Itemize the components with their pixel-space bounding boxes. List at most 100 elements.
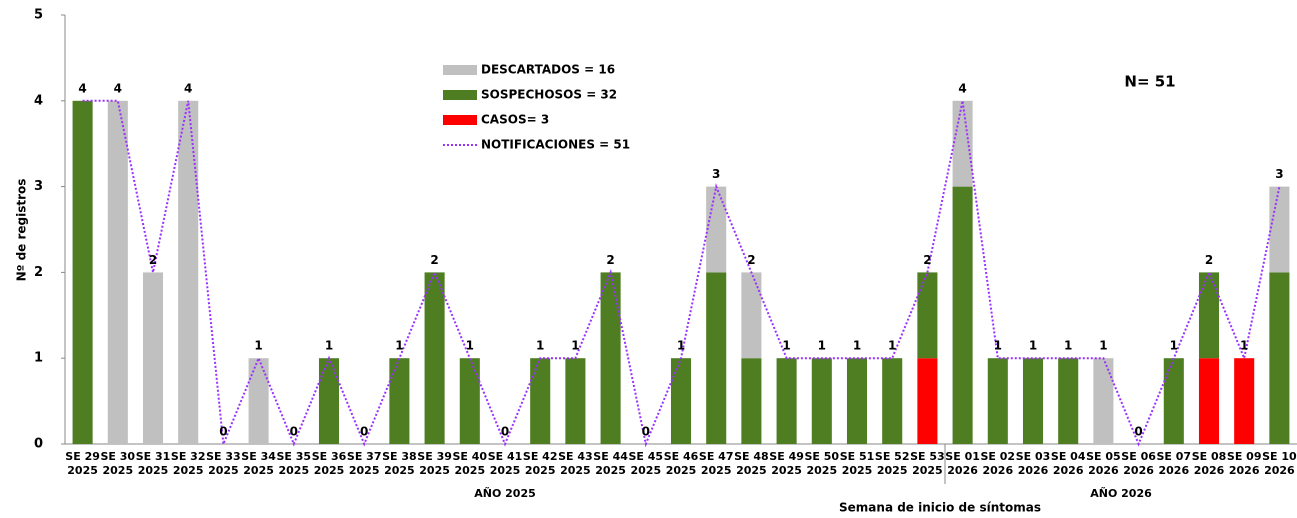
data-label: 4 <box>184 81 192 95</box>
x-tick-label: SE 31 <box>136 450 171 463</box>
bar <box>1234 358 1255 444</box>
x-tick-year: 2025 <box>349 464 380 477</box>
x-tick-label: SE 53 <box>910 450 945 463</box>
data-label: 0 <box>360 425 368 439</box>
x-tick-year: 2025 <box>771 464 802 477</box>
x-tick-year: 2025 <box>419 464 450 477</box>
group-label: AÑO 2025 <box>474 487 536 500</box>
bar <box>318 358 340 444</box>
x-tick-year: 2026 <box>1018 464 1049 477</box>
x-tick-year: 2026 <box>1123 464 1154 477</box>
x-tick-year: 2026 <box>1088 464 1119 477</box>
x-tick-label: SE 05 <box>1086 450 1121 463</box>
data-label: 1 <box>325 339 333 353</box>
data-label: 2 <box>1205 253 1213 267</box>
annotation: N= 51 <box>1124 73 1175 91</box>
x-tick-label: SE 02 <box>981 450 1016 463</box>
x-tick-year: 2025 <box>454 464 485 477</box>
x-tick-label: SE 33 <box>206 450 241 463</box>
x-tick-label: SE 30 <box>101 450 136 463</box>
data-label: 2 <box>430 253 438 267</box>
bar <box>952 186 973 444</box>
y-tick-label: 4 <box>34 93 43 108</box>
x-tick-label: SE 51 <box>840 450 875 463</box>
bar <box>565 358 586 444</box>
data-label: 2 <box>747 253 755 267</box>
bar <box>670 358 692 444</box>
x-tick-label: SE 40 <box>453 450 488 463</box>
bar <box>776 358 797 444</box>
x-tick-label: SE 43 <box>558 450 593 463</box>
data-label: 1 <box>571 339 579 353</box>
x-tick-label: SE 38 <box>382 450 417 463</box>
bar <box>917 358 938 444</box>
x-tick-year: 2026 <box>1194 464 1225 477</box>
x-tick-year: 2026 <box>1158 464 1189 477</box>
x-tick-year: 2025 <box>560 464 591 477</box>
y-tick-label: 2 <box>34 265 43 280</box>
x-tick-year: 2025 <box>384 464 415 477</box>
x-tick-label: SE 44 <box>593 450 628 463</box>
bar <box>882 358 903 444</box>
y-tick-label: 0 <box>34 437 43 452</box>
group-label: AÑO 2026 <box>1090 487 1152 500</box>
x-tick-year: 2025 <box>806 464 837 477</box>
y-tick-label: 1 <box>34 351 43 366</box>
x-tick-label: SE 52 <box>875 450 910 463</box>
x-tick-year: 2025 <box>67 464 98 477</box>
x-tick-year: 2025 <box>138 464 169 477</box>
data-label: 1 <box>254 339 262 353</box>
x-tick-label: SE 01 <box>945 450 980 463</box>
x-tick-label: SE 45 <box>629 450 664 463</box>
x-tick-label: SE 04 <box>1051 450 1086 463</box>
data-label: 0 <box>642 425 650 439</box>
x-tick-year: 2025 <box>314 464 345 477</box>
bar <box>741 358 762 444</box>
data-label: 1 <box>1170 339 1178 353</box>
data-label: 1 <box>853 339 861 353</box>
bar <box>706 272 727 444</box>
x-tick-year: 2026 <box>982 464 1013 477</box>
x-tick-label: SE 10 <box>1262 450 1297 463</box>
data-label: 1 <box>888 339 896 353</box>
legend-label: DESCARTADOS = 16 <box>481 63 615 77</box>
x-tick-label: SE 08 <box>1192 450 1227 463</box>
x-tick-label: SE 06 <box>1121 450 1156 463</box>
data-label: 1 <box>1064 339 1072 353</box>
data-label: 1 <box>782 339 790 353</box>
legend-label: NOTIFICACIONES = 51 <box>481 138 630 152</box>
y-tick-label: 3 <box>34 179 43 194</box>
bar <box>107 100 128 445</box>
data-label: 1 <box>395 339 403 353</box>
x-tick-label: SE 49 <box>769 450 804 463</box>
x-tick-label: SE 03 <box>1016 450 1051 463</box>
data-label: 3 <box>1275 167 1283 181</box>
x-tick-label: SE 32 <box>171 450 206 463</box>
bar <box>1269 272 1290 444</box>
data-label: 0 <box>501 425 509 439</box>
bar <box>248 358 269 444</box>
bar <box>1198 358 1220 444</box>
x-tick-year: 2025 <box>912 464 943 477</box>
x-tick-year: 2025 <box>701 464 732 477</box>
data-label: 3 <box>712 167 720 181</box>
data-label: 4 <box>78 81 86 95</box>
bar <box>178 100 199 445</box>
data-label: 1 <box>1029 339 1037 353</box>
x-tick-label: SE 47 <box>699 450 734 463</box>
x-tick-label: SE 50 <box>805 450 840 463</box>
legend-swatch <box>443 115 477 125</box>
data-label: 1 <box>994 339 1002 353</box>
x-tick-year: 2025 <box>630 464 661 477</box>
bar <box>1093 358 1114 444</box>
x-tick-year: 2026 <box>1229 464 1260 477</box>
x-tick-year: 2026 <box>1264 464 1295 477</box>
data-label: 2 <box>606 253 614 267</box>
bar <box>424 272 445 444</box>
x-tick-label: SE 48 <box>734 450 769 463</box>
x-tick-year: 2025 <box>278 464 309 477</box>
x-tick-year: 2025 <box>877 464 908 477</box>
bar <box>987 358 1008 444</box>
